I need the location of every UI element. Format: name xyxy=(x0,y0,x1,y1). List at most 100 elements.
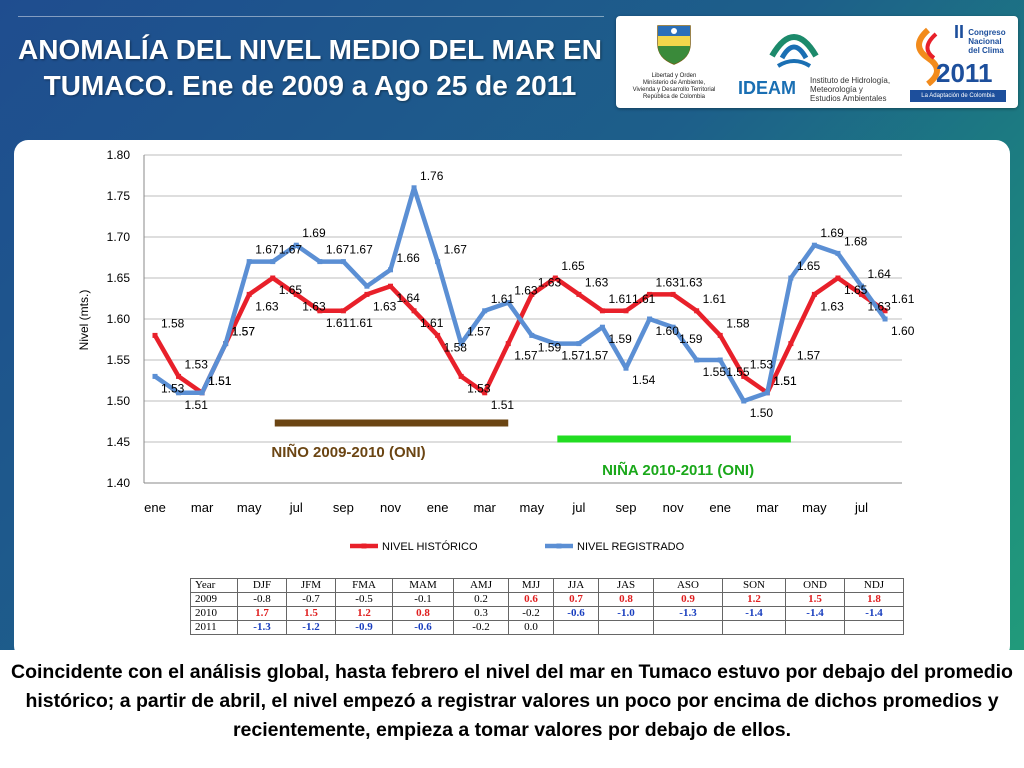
data-point-historico xyxy=(717,332,723,338)
colombia-shield-icon xyxy=(657,25,691,65)
oni-value-cell: 0.7 xyxy=(553,592,599,607)
oni-header-cell: JFM xyxy=(286,578,336,593)
data-label-historico: 1.61 xyxy=(608,292,632,306)
data-label-registrado: 1.57 xyxy=(561,349,585,363)
ideam-name: IDEAM xyxy=(738,78,796,98)
ministerio-text-line: Vivienda y Desarrollo Territorial xyxy=(632,87,716,93)
data-point-registrado xyxy=(411,185,417,191)
oni-value-cell: -0.6 xyxy=(392,620,454,635)
ideam-emblem-icon xyxy=(769,34,819,68)
data-label-historico: 1.63 xyxy=(373,299,397,313)
oni-value-cell: -1.3 xyxy=(653,606,723,621)
oni-value-cell: 0.6 xyxy=(508,592,554,607)
oni-value-cell: 0.8 xyxy=(598,592,654,607)
data-point-historico xyxy=(340,308,346,314)
oni-value-cell: 0.0 xyxy=(508,620,554,635)
data-label-registrado: 1.50 xyxy=(750,406,774,420)
oni-value-cell xyxy=(844,620,904,635)
data-label-registrado: 1.67 xyxy=(255,243,279,257)
data-point-historico xyxy=(458,373,464,379)
data-point-registrado xyxy=(764,390,770,396)
oni-value-cell xyxy=(653,620,723,635)
y-tick-label: 1.45 xyxy=(107,435,131,449)
data-label-historico: 1.51 xyxy=(208,374,232,388)
oni-value-cell: 0.9 xyxy=(653,592,723,607)
data-point-registrado xyxy=(670,324,676,330)
chart-panel xyxy=(14,140,1010,660)
ministerio-logo: Libertad y Orden Ministerio de Ambiente, V… xyxy=(622,20,726,104)
data-label-historico: 1.57 xyxy=(232,325,256,339)
oni-value-cell: -1.2 xyxy=(286,620,336,635)
oni-header-cell: MAM xyxy=(392,578,454,593)
series-line-registrado xyxy=(153,185,887,404)
oni-value-cell xyxy=(785,620,845,635)
data-label-historico: 1.63 xyxy=(585,275,609,289)
oni-header-cell: MJJ xyxy=(508,578,554,593)
title-line-2: TUMACO. Ene de 2009 a Ago 25 de 2011 xyxy=(43,70,577,101)
data-point-historico xyxy=(647,291,653,297)
ideam-text-line: Estudios Ambientales xyxy=(810,94,887,103)
data-point-registrado xyxy=(176,390,182,396)
x-tick-label: mar xyxy=(474,500,497,515)
data-label-historico: 1.63 xyxy=(868,299,892,313)
data-point-registrado xyxy=(317,259,323,265)
nino-period-label: NIÑO 2009-2010 (ONI) xyxy=(271,443,425,461)
data-label-registrado: 1.76 xyxy=(420,169,444,183)
data-label-historico: 1.61 xyxy=(420,316,444,330)
oni-value-cell: 1.7 xyxy=(237,606,287,621)
oni-table: Year DJF JFM FMA MAM AMJ MJJ JJA JAS ASO SON OND NDJ… xyxy=(190,578,904,635)
page-title: ANOMALÍA DEL NIVEL MEDIO DEL MAR EN TUMA… xyxy=(10,32,610,104)
data-point-registrado xyxy=(482,308,488,314)
data-label-registrado: 1.59 xyxy=(608,332,632,346)
y-tick-label: 1.75 xyxy=(107,189,131,203)
x-tick-label: ene xyxy=(427,500,449,515)
data-label-historico: 1.61 xyxy=(632,292,656,306)
oni-row: 2009 -0.8 -0.7 -0.5 -0.1 0.2 0.6 0.7 0.8 0.9 1.2 1.… xyxy=(190,592,904,607)
ministerio-text-line: República de Colombia xyxy=(642,94,706,100)
data-point-registrado xyxy=(717,357,723,363)
oni-value-cell: -0.2 xyxy=(508,606,554,621)
data-point-historico xyxy=(859,291,864,297)
data-label-registrado: 1.67 xyxy=(444,243,468,257)
data-point-registrado xyxy=(458,341,464,347)
data-label-historico: 1.51 xyxy=(773,374,797,388)
y-tick-label: 1.55 xyxy=(107,353,131,367)
x-tick-label: may xyxy=(237,500,262,515)
data-point-registrado xyxy=(811,242,817,248)
data-label-historico: 1.51 xyxy=(491,398,515,412)
x-tick-label: ene xyxy=(144,500,166,515)
data-point-registrado xyxy=(364,283,370,289)
ministerio-text-line: Ministerio de Ambiente, xyxy=(642,80,706,86)
data-label-historico: 1.58 xyxy=(161,316,185,330)
data-point-registrado xyxy=(788,275,794,281)
data-label-historico: 1.61 xyxy=(349,316,373,330)
oni-value-cell: -0.7 xyxy=(286,592,336,607)
y-tick-label: 1.80 xyxy=(107,148,131,162)
data-point-registrado xyxy=(388,267,393,273)
data-label-historico: 1.63 xyxy=(302,299,326,313)
oni-value-cell: -1.4 xyxy=(785,606,845,621)
x-tick-label: jul xyxy=(289,500,303,515)
data-label-registrado: 1.51 xyxy=(773,374,797,388)
data-point-historico xyxy=(623,308,629,314)
data-point-historico xyxy=(176,373,182,379)
oni-value-cell: 1.2 xyxy=(335,606,393,621)
data-label-registrado: 1.69 xyxy=(820,226,844,240)
y-tick-label: 1.65 xyxy=(107,271,131,285)
data-point-historico xyxy=(882,308,888,314)
data-label-historico: 1.53 xyxy=(750,357,774,371)
data-label-historico: 1.64 xyxy=(397,291,421,305)
ideam-text-line: Instituto de Hidrología, xyxy=(810,76,891,85)
data-label-registrado: 1.55 xyxy=(703,365,727,379)
x-tick-label: sep xyxy=(616,500,637,515)
data-point-historico xyxy=(246,291,252,297)
data-point-registrado xyxy=(552,341,558,347)
oni-row: 2011 -1.3 -1.2 -0.9 -0.6 -0.2 0.0 xyxy=(190,620,904,635)
congreso-swirl-icon xyxy=(916,27,940,86)
data-point-historico xyxy=(599,308,605,314)
data-point-registrado xyxy=(882,316,888,322)
ideam-logo: IDEAM Instituto de Hidrología, Meteorolog… xyxy=(734,20,904,104)
data-point-historico xyxy=(788,341,794,347)
data-point-registrado xyxy=(859,283,864,289)
congreso-numeral: II xyxy=(954,22,965,42)
